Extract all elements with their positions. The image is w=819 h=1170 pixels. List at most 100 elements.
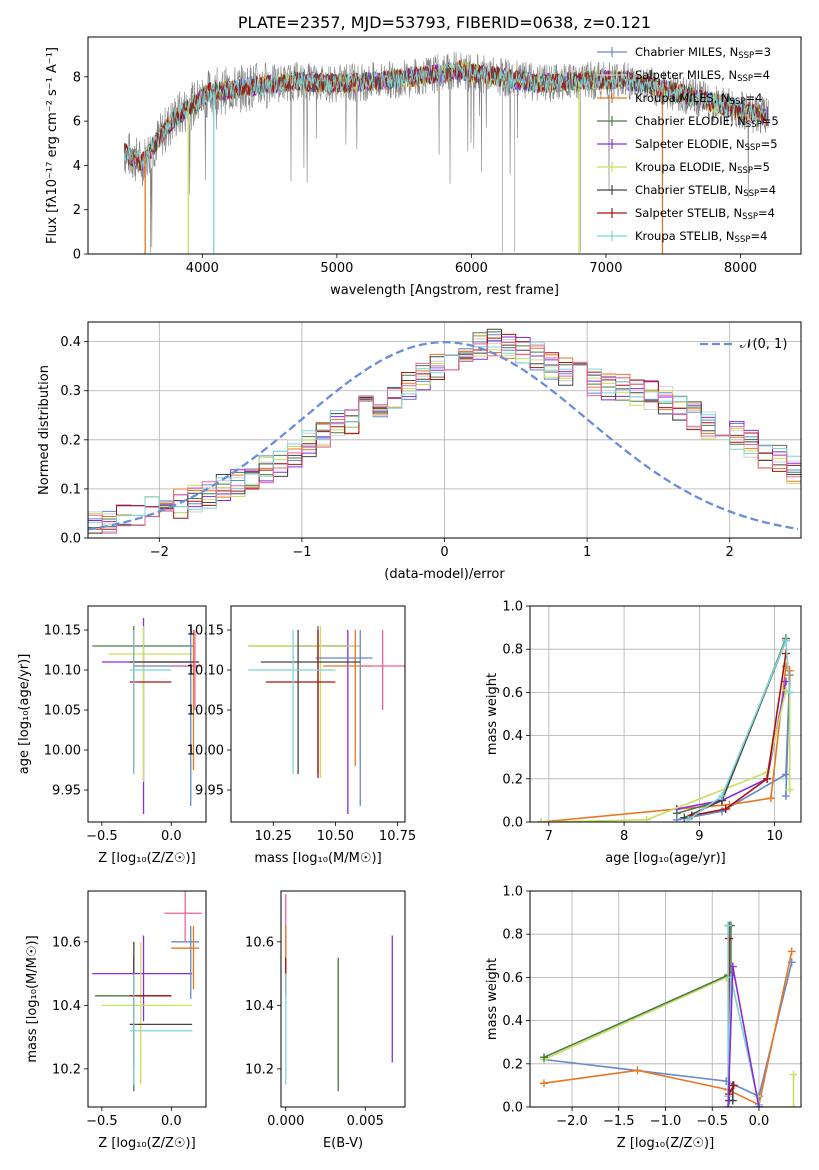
x-tick-label: 6000 — [455, 261, 488, 276]
legend-subscript: SSP — [746, 120, 762, 130]
axes: 4000 5000 6000 7000 8000 0 2 4 6 8 wavelength [Ang… — [73, 70, 757, 298]
axes-frame — [230, 605, 406, 823]
legend-entry: Kroupa STELIB, NSSP=4 — [635, 229, 767, 245]
weight-series-line — [727, 925, 760, 1105]
legend-text: Kroupa ELODIE, N — [635, 160, 737, 174]
legend-suffix: =4 — [750, 229, 767, 243]
y-tick-label: 10.00 — [44, 744, 81, 759]
x-tick-label: 5000 — [320, 261, 353, 276]
x-tick-label: 7000 — [589, 261, 622, 276]
weight-point-marker — [724, 1103, 733, 1107]
weight-point-marker — [537, 818, 546, 822]
weight-point-marker — [684, 815, 693, 822]
legend-entry: Salpeter MILES, NSSP=4 — [635, 68, 770, 84]
y-axis-label: age [log₁₀(age/yr)] — [17, 654, 32, 775]
axes: 0.000 0.005 10.2 10.4 10.6 E(B-V) — [245, 935, 384, 1151]
weight-point-marker — [633, 1066, 642, 1075]
y-tick-label: 0.0 — [60, 532, 81, 547]
x-tick-label: 7 — [545, 829, 553, 844]
x-tick-label: 0.0 — [161, 1114, 182, 1129]
legend-entry: 𝒩(0, 1) — [740, 337, 787, 352]
x-axis-label: wavelength [Angstrom, rest frame] — [330, 283, 559, 298]
y-tick-label: 10.10 — [44, 664, 81, 679]
legend-entry: Kroupa MILES, NSSP=4 — [635, 91, 762, 107]
y-tick-label: 10.15 — [44, 624, 81, 639]
y-axis-label: mass [log₁₀(M/M☉)] — [25, 935, 40, 1062]
legend-entry: Chabrier STELIB, NSSP=4 — [635, 183, 776, 199]
weight-point-marker — [763, 774, 772, 783]
y-tick-label: 10.00 — [187, 744, 224, 759]
y-tick-label: 9.95 — [52, 784, 81, 799]
y-axis-label: Flux [fλ10⁻¹⁷ erg cm⁻² s⁻¹ A⁻¹] — [45, 47, 60, 244]
weight-series-line — [541, 688, 791, 822]
y-tick-label: 2 — [73, 203, 81, 218]
y-tick-label: 0.4 — [60, 335, 81, 350]
massweight_vs_Z-panel: −2.0 −1.5 −1.0 −0.5 0.0 0.0 0.2 0.4 0.6 0.8 1.0 Z [… — [485, 885, 802, 1151]
chart-title: PLATE=2357, MJD=53793, FIBERID=0638, z=0… — [238, 13, 651, 32]
y-tick-label: 10.6 — [52, 935, 81, 950]
x-tick-label: 0.0 — [749, 1114, 770, 1129]
errorbars — [92, 891, 202, 1092]
legend-subscript: SSP — [735, 235, 751, 245]
spectrum-lines — [123, 51, 769, 254]
normal-curve-line — [88, 341, 799, 531]
y-tick-label: 1.0 — [502, 600, 523, 615]
legend-entry: Kroupa ELODIE, NSSP=5 — [635, 160, 770, 176]
histogram-step-line — [88, 342, 801, 534]
legend-subscript: SSP — [730, 97, 746, 107]
weight-point-marker — [717, 792, 726, 801]
errorbars — [285, 894, 393, 1092]
y-tick-label: 0.0 — [502, 1101, 523, 1116]
x-axis-label: age [log₁₀(age/yr)] — [605, 851, 726, 866]
x-tick-label: 8000 — [724, 261, 757, 276]
x-tick-label: −1.0 — [650, 1114, 682, 1129]
x-tick-label: −2 — [150, 545, 169, 560]
y-tick-label: 6 — [73, 115, 81, 130]
legend-text: Salpeter STELIB, N — [635, 206, 742, 220]
legend-entry: Chabrier MILES, NSSP=3 — [635, 45, 771, 61]
axes-frame — [87, 605, 207, 823]
axes: −0.5 0.0 10.2 10.4 10.6 Z [log₁₀(Z/Z☉)] — [52, 935, 196, 1151]
x-tick-label: 10.75 — [379, 829, 416, 844]
histogram-step-line — [88, 333, 801, 530]
weight-point-marker — [789, 1103, 798, 1107]
weight-point-marker — [766, 794, 775, 803]
legend-text: Salpeter MILES, N — [635, 68, 737, 82]
axes-frame — [87, 890, 207, 1108]
x-tick-label: 10.25 — [255, 829, 292, 844]
weight-point-marker — [725, 934, 734, 943]
legend-suffix: =4 — [758, 206, 775, 220]
y-tick-label: 8 — [73, 70, 81, 85]
x-axis-label: Z [log₁₀(Z/Z☉)] — [98, 1136, 195, 1151]
massweight_vs_age-panel: 7 8 9 10 0.0 0.2 0.4 0.6 0.8 1.0 age [log₁₀(age/yr… — [485, 600, 802, 866]
legend-text: Chabrier ELODIE, N — [635, 114, 746, 128]
y-tick-label: 9.95 — [195, 784, 224, 799]
axes-frame — [87, 36, 802, 255]
axes-frame — [529, 605, 802, 823]
y-tick-label: 0.1 — [60, 482, 81, 497]
legend-subscript: SSP — [742, 212, 758, 222]
axes-frame — [280, 890, 406, 1108]
legend-suffix: =5 — [762, 114, 779, 128]
weight-point-marker — [728, 962, 737, 971]
axes: −2.0 −1.5 −1.0 −0.5 0.0 0.0 0.2 0.4 0.6 0.8 1.0 Z [… — [502, 885, 801, 1151]
weight-point-marker — [785, 688, 794, 697]
x-axis-label: mass [log₁₀(M/M☉)] — [254, 851, 381, 866]
legend-suffix: =4 — [753, 68, 770, 82]
y-tick-label: 10.10 — [187, 664, 224, 679]
x-tick-label: 8 — [620, 829, 628, 844]
x-tick-label: 0.0 — [161, 829, 182, 844]
axes: 7 8 9 10 0.0 0.2 0.4 0.6 0.8 1.0 age [log₁₀(age/yr… — [502, 600, 801, 866]
residuals-panel: −2 −1 0 1 2 0.0 0.1 0.2 0.3 0.4 (data-model)/error… — [37, 321, 802, 582]
x-axis-label: Z [log₁₀(Z/Z☉)] — [617, 1136, 714, 1151]
mass_vs_ebv-panel: 0.000 0.005 10.2 10.4 10.6 E(B-V) — [245, 890, 406, 1151]
x-tick-label: 9 — [695, 829, 703, 844]
legend-subscript: SSP — [738, 51, 754, 61]
legend-suffix: =4 — [745, 91, 762, 105]
x-tick-label: 4000 — [186, 261, 219, 276]
x-tick-label: 10 — [766, 829, 783, 844]
y-tick-label: 0.2 — [502, 1057, 523, 1072]
weight-point-marker — [726, 973, 735, 982]
weight-series-line — [691, 653, 787, 817]
legend-suffix: =5 — [753, 160, 770, 174]
